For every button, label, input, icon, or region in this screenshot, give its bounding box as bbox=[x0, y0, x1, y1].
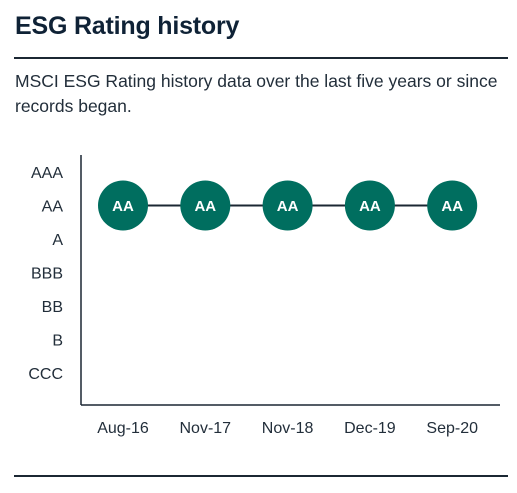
rating-dot-label: AA bbox=[112, 198, 134, 215]
rating-dot bbox=[427, 180, 478, 231]
data-point: AA bbox=[344, 180, 395, 231]
data-points: AA AA AA AA AA bbox=[98, 180, 478, 231]
y-tick-label: CCC bbox=[28, 366, 63, 383]
x-axis-ticks: Aug-16 Nov-17 Nov-18 Dec-19 Sep-20 bbox=[97, 420, 478, 437]
x-tick-label: Nov-17 bbox=[180, 420, 232, 437]
x-tick-label: Aug-16 bbox=[97, 420, 149, 437]
page-title: ESG Rating history bbox=[15, 12, 240, 40]
data-point: AA bbox=[427, 180, 478, 231]
y-tick-label: BBB bbox=[31, 266, 63, 283]
y-tick-label: BB bbox=[42, 299, 63, 316]
rating-dot-label: AA bbox=[194, 198, 216, 215]
x-tick-label: Dec-19 bbox=[344, 420, 396, 437]
y-tick-label: A bbox=[52, 232, 63, 249]
data-point: AA bbox=[262, 180, 313, 231]
rating-dot bbox=[344, 180, 395, 231]
data-point: AA bbox=[180, 180, 231, 231]
rating-dot-label: AA bbox=[277, 198, 299, 215]
rating-dot bbox=[262, 180, 313, 231]
bottom-divider bbox=[14, 475, 508, 477]
y-tick-label: AA bbox=[42, 199, 64, 216]
data-point: AA bbox=[98, 180, 148, 231]
x-tick-label: Nov-18 bbox=[262, 420, 314, 437]
y-tick-label: B bbox=[52, 333, 63, 350]
rating-dot-label: AA bbox=[441, 198, 463, 215]
y-tick-label: AAA bbox=[31, 165, 63, 182]
top-divider bbox=[14, 57, 508, 59]
x-tick-label: Sep-20 bbox=[426, 420, 478, 437]
rating-dot-label: AA bbox=[359, 198, 381, 215]
rating-dot bbox=[180, 180, 231, 231]
rating-dot bbox=[98, 180, 148, 231]
description-text: MSCI ESG Rating history data over the la… bbox=[15, 71, 498, 116]
